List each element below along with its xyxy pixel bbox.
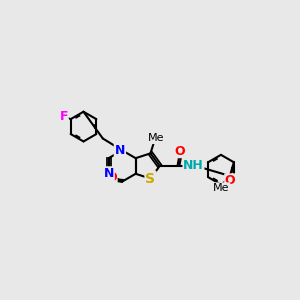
- Text: Me: Me: [213, 183, 230, 193]
- Text: Me: Me: [148, 134, 164, 143]
- Text: O: O: [106, 171, 117, 184]
- Text: F: F: [60, 110, 68, 123]
- Text: O: O: [225, 174, 236, 187]
- Text: NH: NH: [183, 160, 204, 172]
- Text: N: N: [103, 167, 114, 180]
- Text: S: S: [146, 172, 155, 186]
- Text: N: N: [115, 144, 125, 157]
- Text: O: O: [175, 145, 185, 158]
